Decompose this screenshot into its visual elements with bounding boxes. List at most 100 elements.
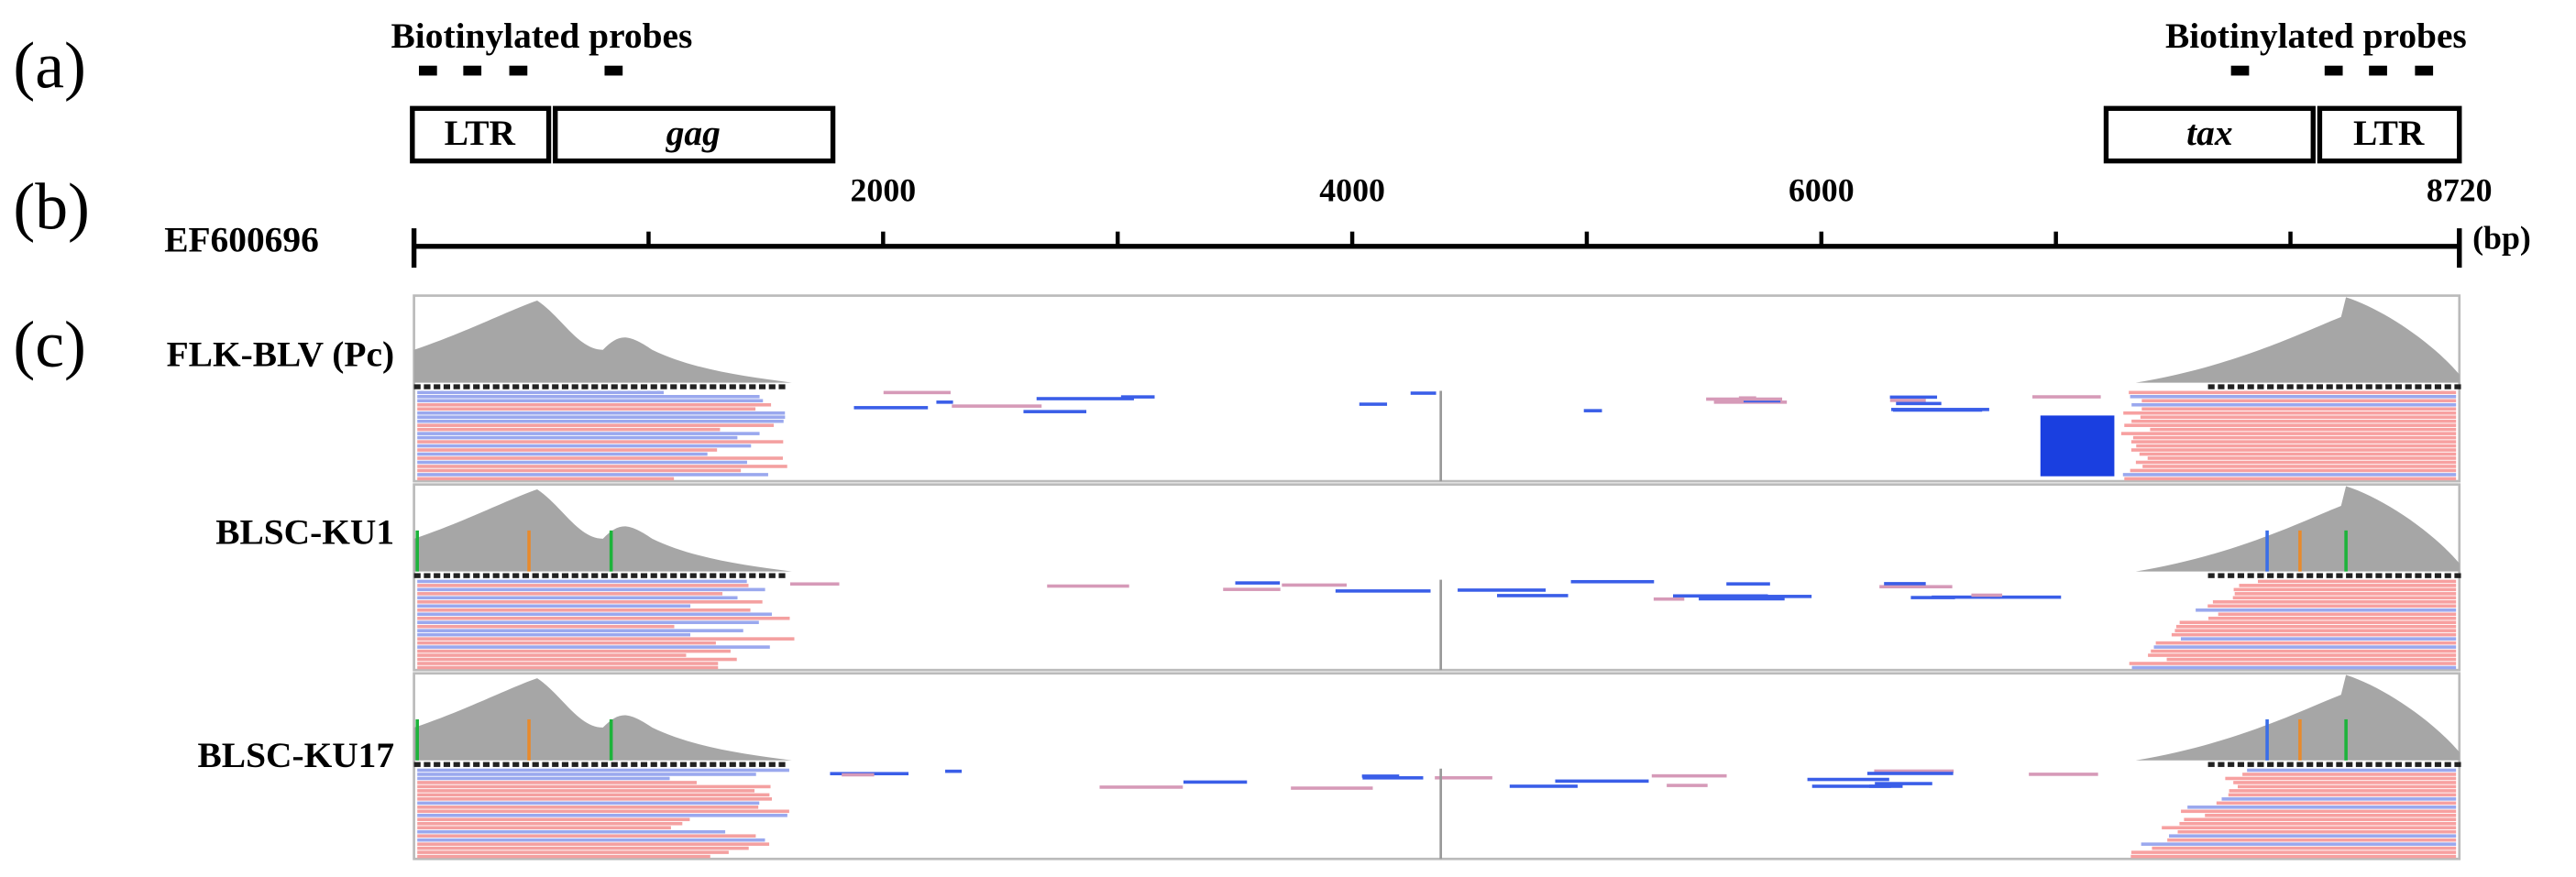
coverage-dot [2168,384,2175,389]
coverage-dot [1162,762,1170,767]
coverage-dot [936,573,943,578]
read [417,620,759,625]
coverage-dot [729,573,736,578]
coverage-dot [434,762,441,767]
coverage-dot [1054,573,1062,578]
coverage-dot [1724,573,1732,578]
coverage-dot [1666,384,1673,389]
coverage-dot [522,384,530,389]
coverage-dot [1921,762,1929,767]
read [1583,409,1602,412]
read [1555,779,1649,784]
coverage-dot [2444,573,2451,578]
coverage-dot [2119,384,2126,389]
coverage-dot [1311,573,1318,578]
read [417,842,770,846]
coverage-dot [1074,384,1082,389]
read [1673,594,1768,598]
read [2124,477,2457,481]
read [2130,448,2457,452]
coverage-dot [2454,762,2461,767]
read [417,452,708,456]
coverage-dot [847,384,854,389]
coverage-dot [2415,573,2422,578]
read [417,402,772,407]
read [417,645,770,649]
coverage-dot [2454,573,2461,578]
coverage-dot [1409,573,1416,578]
coverage-dot [1734,573,1742,578]
coverage-dot [2050,384,2057,389]
coverage-dot [699,762,707,767]
coverage-dot [1044,573,1051,578]
coverage-dot [1823,762,1831,767]
coverage-dot [1291,384,1298,389]
coverage-dot [2385,573,2393,578]
read [417,665,719,670]
coverage-dot [689,384,697,389]
read [2131,402,2457,407]
coverage-dot [2316,762,2324,767]
read [2181,809,2457,814]
read [1811,784,1891,788]
coverage-dot [907,384,914,389]
coverage-dot [1685,384,1692,389]
coverage-dot [2050,573,2057,578]
coverage-dot [1685,573,1692,578]
coverage-dot [1054,384,1062,389]
coverage-dot [1370,762,1377,767]
read [2136,444,2457,448]
coverage-dot [886,762,894,767]
coverage-dot [1892,762,1899,767]
read [2142,465,2457,468]
coverage-dot [1567,384,1574,389]
coverage-dot [1527,762,1535,767]
coverage-dot [2434,762,2442,767]
coverage-dot [1271,384,1279,389]
coverage-dot [847,573,854,578]
coverage-dot [1646,762,1653,767]
read [1570,579,1655,584]
coverage-dot [1350,384,1358,389]
coverage-dot [818,762,825,767]
coverage-dot [502,573,510,578]
coverage-dot [2228,384,2235,389]
coverage-dot [611,762,618,767]
coverage-dot [1350,573,1358,578]
coverage-dot [1409,384,1416,389]
coverage-dot [1902,762,1910,767]
coverage-dot [542,384,549,389]
coverage-dot [1754,384,1762,389]
coverage-dot [1005,762,1012,767]
coverage-dot [1853,762,1860,767]
coverage-dot [689,762,697,767]
coverage-dot [1803,762,1811,767]
coverage-dot [1863,762,1870,767]
gene-label: LTR [2353,113,2425,153]
read [2221,797,2457,801]
read [417,448,718,452]
coverage-dot [2119,762,2126,767]
coverage-dot [473,573,480,578]
coverage-dot [2434,384,2442,389]
coverage-dot [1251,384,1259,389]
coverage-dot [1666,762,1673,767]
read [2151,649,2457,653]
coverage-dot [1172,573,1180,578]
read [2141,407,2457,411]
coverage-dot [936,762,943,767]
coverage-dot [1054,762,1062,767]
read [1896,401,1942,406]
coverage-dot [2375,573,2383,578]
coverage-dot [1596,762,1604,767]
coverage-dot [2031,762,2038,767]
coverage-dot [2040,762,2047,767]
coverage-dot [2247,573,2254,578]
read [417,390,665,395]
coverage-dot [2079,762,2086,767]
read [417,444,752,448]
coverage-dot [2020,573,2028,578]
coverage-dot [1517,573,1525,578]
coverage-dot [2365,573,2372,578]
coverage-dot [1123,762,1130,767]
